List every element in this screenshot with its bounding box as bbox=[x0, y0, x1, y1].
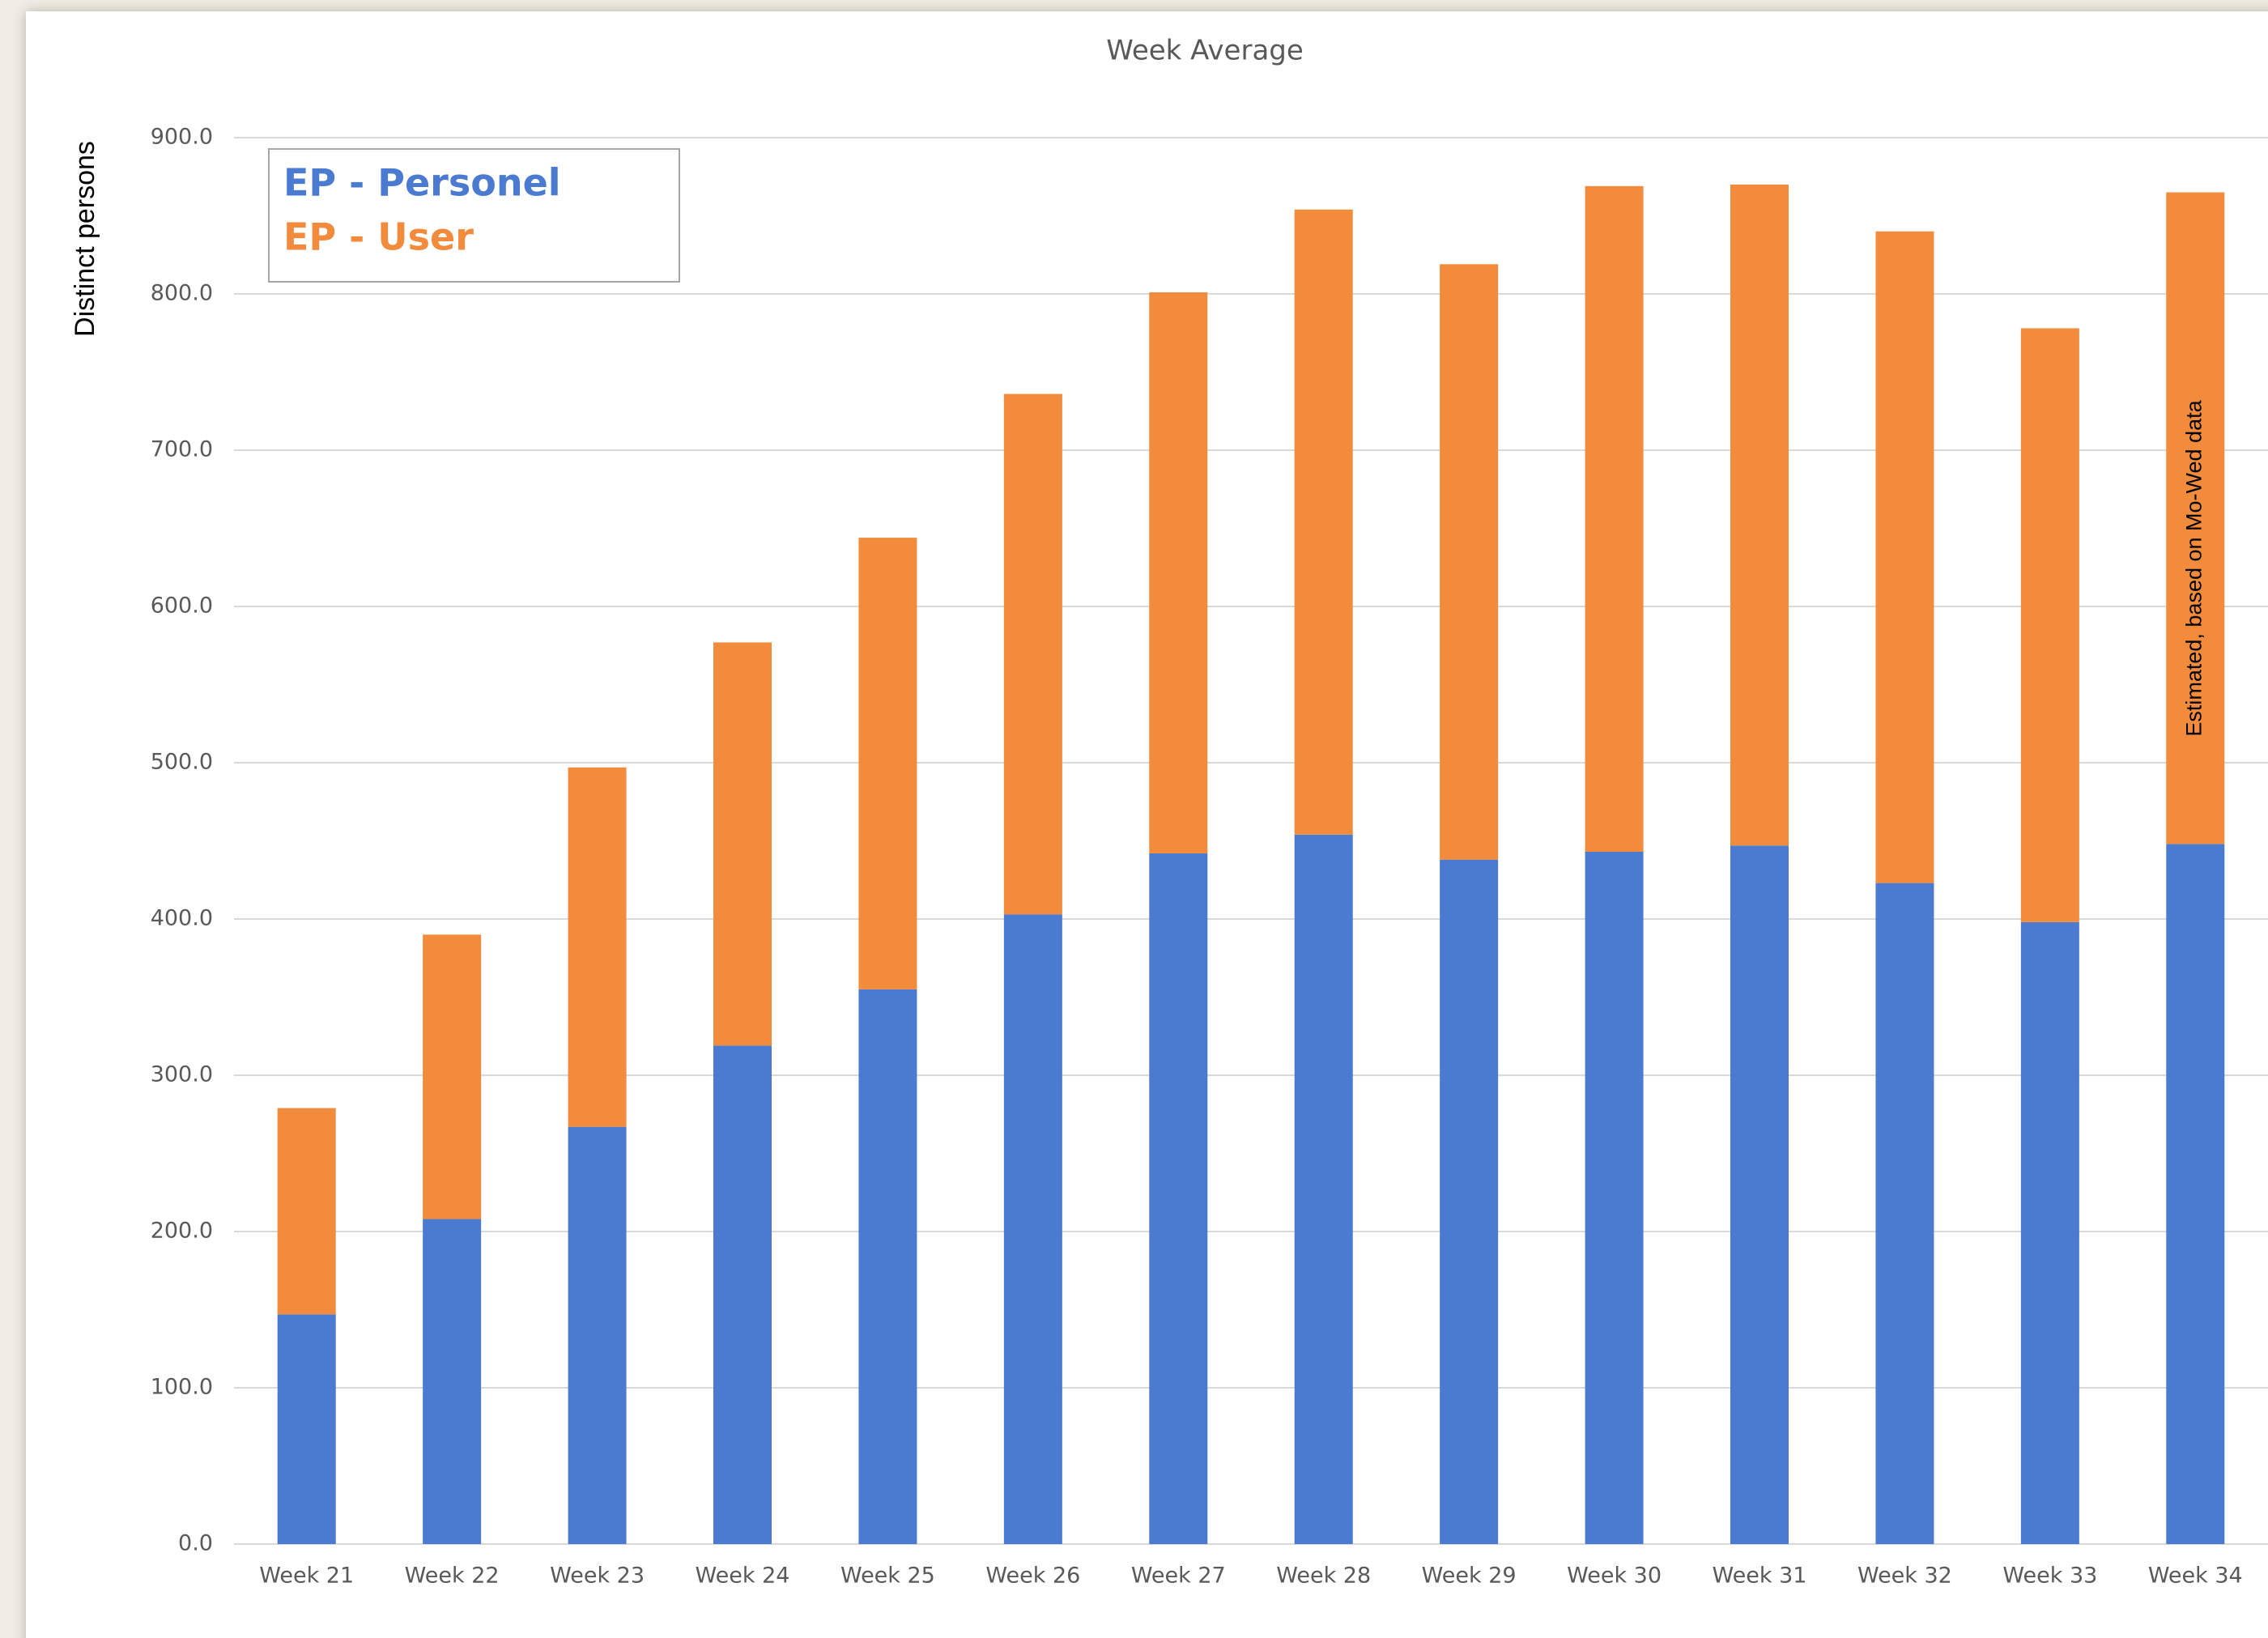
bar-segment bbox=[1149, 853, 1208, 1544]
bar-segment bbox=[713, 1045, 772, 1544]
y-tick-label: 300.0 bbox=[151, 1062, 213, 1087]
bar-segment bbox=[713, 642, 772, 1046]
bar-segment bbox=[2166, 192, 2225, 845]
bar-segment bbox=[1003, 394, 1062, 915]
x-tick-label: Week 22 bbox=[405, 1564, 500, 1589]
bar-segment bbox=[277, 1108, 336, 1315]
y-tick-label: 0.0 bbox=[178, 1531, 213, 1556]
x-tick-label: Week 23 bbox=[550, 1564, 645, 1589]
legend-box bbox=[268, 148, 680, 283]
bar-segment bbox=[1585, 852, 1644, 1544]
bar-segment bbox=[1440, 859, 1499, 1544]
bar-segment bbox=[1730, 845, 1789, 1544]
x-tick-label: Week 26 bbox=[985, 1564, 1080, 1589]
bar-segment bbox=[568, 767, 627, 1127]
bar-segment bbox=[1440, 264, 1499, 860]
y-axis-label: Distinct persons bbox=[70, 141, 100, 337]
bar-segment bbox=[858, 538, 917, 989]
x-tick-label: Week 25 bbox=[840, 1564, 935, 1589]
y-tick-label: 700.0 bbox=[151, 437, 213, 462]
y-tick-label: 600.0 bbox=[151, 594, 213, 619]
bar-segment bbox=[2166, 844, 2225, 1544]
y-tick-label: 100.0 bbox=[151, 1375, 213, 1400]
x-tick-label: Week 33 bbox=[2002, 1564, 2097, 1589]
x-tick-label: Week 32 bbox=[1857, 1564, 1952, 1589]
legend-entry: EP - Personel bbox=[283, 161, 561, 205]
y-tick-label: 900.0 bbox=[151, 125, 213, 150]
bar-segment bbox=[1875, 231, 1934, 883]
annotation: Estimated, based on Mo-Wed data bbox=[2181, 399, 2206, 736]
bar-segment bbox=[423, 1219, 482, 1544]
chart-title: Week Average bbox=[1106, 35, 1304, 67]
x-tick-label: Week 27 bbox=[1131, 1564, 1226, 1589]
bar-segment bbox=[1294, 834, 1353, 1544]
y-tick-label: 500.0 bbox=[151, 750, 213, 775]
x-tick-label: Week 29 bbox=[1422, 1564, 1517, 1589]
bar-segment bbox=[1149, 292, 1208, 853]
bar-segment bbox=[1585, 185, 1644, 853]
bar-segment bbox=[277, 1314, 336, 1544]
y-tick-label: 400.0 bbox=[151, 906, 213, 931]
x-tick-label: Week 30 bbox=[1567, 1564, 1662, 1589]
x-tick-label: Week 21 bbox=[259, 1564, 354, 1589]
x-tick-label: Week 34 bbox=[2148, 1564, 2243, 1589]
x-tick-label: Week 31 bbox=[1713, 1564, 1807, 1589]
bar-segment bbox=[1294, 209, 1353, 835]
bar-segment bbox=[2020, 921, 2079, 1544]
y-tick-label: 800.0 bbox=[151, 281, 213, 306]
x-tick-label: Week 24 bbox=[696, 1564, 790, 1589]
bar-segment bbox=[568, 1126, 627, 1544]
bar-segment bbox=[1875, 883, 1934, 1544]
y-tick-label: 200.0 bbox=[151, 1219, 213, 1244]
legend-entry: EP - User bbox=[283, 215, 474, 259]
bar-segment bbox=[858, 989, 917, 1544]
bar-segment bbox=[423, 934, 482, 1219]
bar-segment bbox=[1730, 184, 1789, 846]
bar-segment bbox=[1003, 914, 1062, 1544]
x-tick-label: Week 28 bbox=[1276, 1564, 1371, 1589]
bar-segment bbox=[2020, 328, 2079, 922]
